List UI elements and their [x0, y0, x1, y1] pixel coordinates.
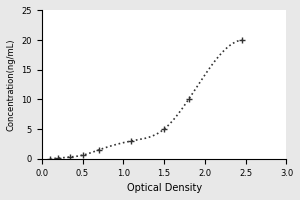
- Y-axis label: Concentration(ng/mL): Concentration(ng/mL): [7, 38, 16, 131]
- X-axis label: Optical Density: Optical Density: [127, 183, 202, 193]
